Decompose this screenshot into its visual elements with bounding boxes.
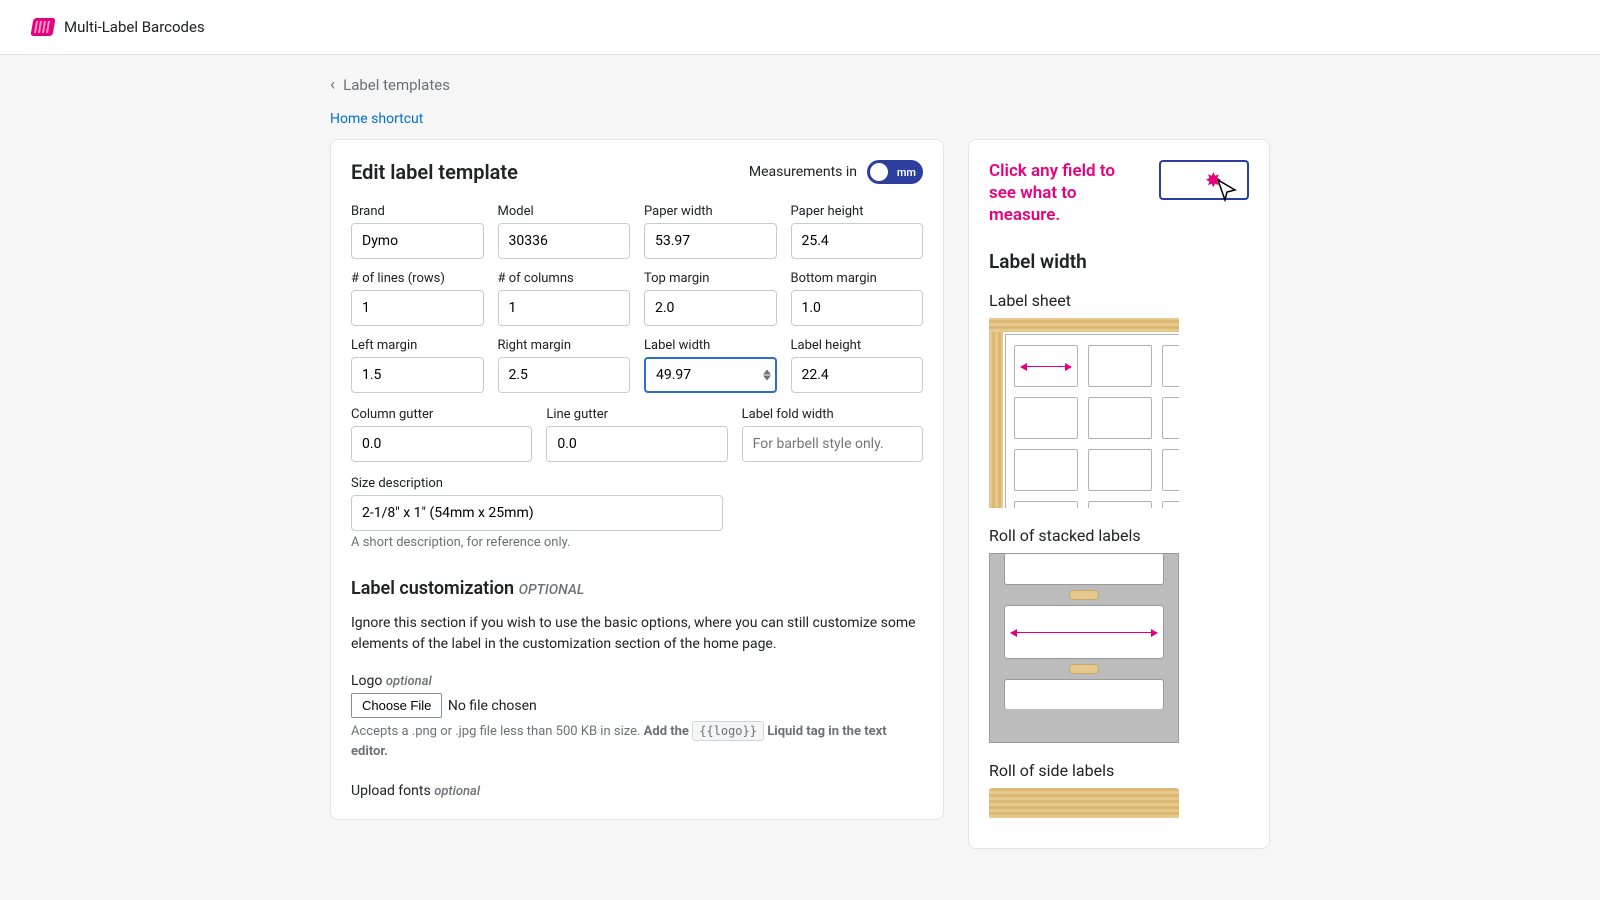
label-sheet-illustration xyxy=(989,318,1179,508)
left-margin-label: Left margin xyxy=(351,338,484,353)
logo-hint: Accepts a .png or .jpg file less than 50… xyxy=(351,722,923,761)
bottom-margin-input[interactable] xyxy=(791,290,924,326)
label-width-input[interactable] xyxy=(644,357,777,393)
help-section-title: Label width xyxy=(969,250,1269,273)
roll-stacked-illustration xyxy=(989,553,1179,743)
cursor-icon xyxy=(1215,178,1239,208)
line-gutter-label: Line gutter xyxy=(546,407,727,422)
width-arrow-icon xyxy=(1011,632,1157,633)
top-margin-label: Top margin xyxy=(644,271,777,286)
step-down-icon xyxy=(763,376,771,381)
column-gutter-input[interactable] xyxy=(351,426,532,462)
columns-input[interactable] xyxy=(498,290,631,326)
label-height-input[interactable] xyxy=(791,357,924,393)
click-field-illustration: ✸ xyxy=(1159,160,1249,200)
help-cta-text: Click any field to see what to measure. xyxy=(989,160,1143,226)
model-input[interactable] xyxy=(498,223,631,259)
step-up-icon xyxy=(763,370,771,375)
customization-paragraph: Ignore this section if you wish to use t… xyxy=(351,613,923,655)
breadcrumb-back[interactable]: ‹ Label templates xyxy=(330,75,1270,95)
fold-width-label: Label fold width xyxy=(742,407,923,422)
left-margin-input[interactable] xyxy=(351,357,484,393)
width-arrow-icon xyxy=(1021,366,1071,367)
size-description-hint: A short description, for reference only. xyxy=(351,535,723,550)
toggle-knob xyxy=(870,163,888,181)
paper-width-input[interactable] xyxy=(644,223,777,259)
app-logo-icon xyxy=(30,18,55,36)
top-bar: Multi-Label Barcodes xyxy=(0,0,1600,55)
paper-height-label: Paper height xyxy=(791,204,924,219)
bottom-margin-label: Bottom margin xyxy=(791,271,924,286)
measurements-toggle-group: Measurements in mm xyxy=(749,160,923,184)
unit-label: mm xyxy=(897,166,916,179)
upload-fonts-optional: optional xyxy=(434,784,480,799)
line-gutter-input[interactable] xyxy=(546,426,727,462)
choose-file-button[interactable]: Choose File xyxy=(351,693,442,718)
illustration-3-title: Roll of side labels xyxy=(989,761,1249,780)
label-height-label: Label height xyxy=(791,338,924,353)
logo-optional: optional xyxy=(386,674,432,689)
measurements-label: Measurements in xyxy=(749,164,857,180)
help-panel: Click any field to see what to measure. … xyxy=(968,139,1270,849)
model-label: Model xyxy=(498,204,631,219)
right-margin-label: Right margin xyxy=(498,338,631,353)
column-gutter-label: Column gutter xyxy=(351,407,532,422)
unit-toggle[interactable]: mm xyxy=(867,160,923,184)
fold-width-input[interactable] xyxy=(742,426,923,462)
brand-label: Brand xyxy=(351,204,484,219)
paper-height-input[interactable] xyxy=(791,223,924,259)
lines-input[interactable] xyxy=(351,290,484,326)
home-shortcut-link[interactable]: Home shortcut xyxy=(330,111,1270,127)
app-title: Multi-Label Barcodes xyxy=(64,18,205,36)
edit-template-card: Edit label template Measurements in mm B… xyxy=(330,139,944,820)
number-stepper[interactable] xyxy=(763,370,771,381)
size-description-input[interactable] xyxy=(351,495,723,531)
logo-label: Logo xyxy=(351,673,382,689)
illustration-1-title: Label sheet xyxy=(989,291,1249,310)
illustration-2-title: Roll of stacked labels xyxy=(989,526,1249,545)
columns-label: # of columns xyxy=(498,271,631,286)
customization-title: Label customization xyxy=(351,578,514,599)
file-status: No file chosen xyxy=(448,698,537,714)
top-margin-input[interactable] xyxy=(644,290,777,326)
roll-side-illustration xyxy=(989,788,1179,818)
chevron-left-icon: ‹ xyxy=(330,75,335,95)
label-width-label: Label width xyxy=(644,338,777,353)
lines-label: # of lines (rows) xyxy=(351,271,484,286)
page-title: Edit label template xyxy=(351,160,518,184)
breadcrumb-label: Label templates xyxy=(343,76,450,94)
upload-fonts-label: Upload fonts xyxy=(351,783,431,799)
brand-input[interactable] xyxy=(351,223,484,259)
right-margin-input[interactable] xyxy=(498,357,631,393)
optional-tag: OPTIONAL xyxy=(519,582,585,598)
liquid-tag-code: {{logo}} xyxy=(692,721,764,741)
size-description-label: Size description xyxy=(351,476,723,491)
paper-width-label: Paper width xyxy=(644,204,777,219)
